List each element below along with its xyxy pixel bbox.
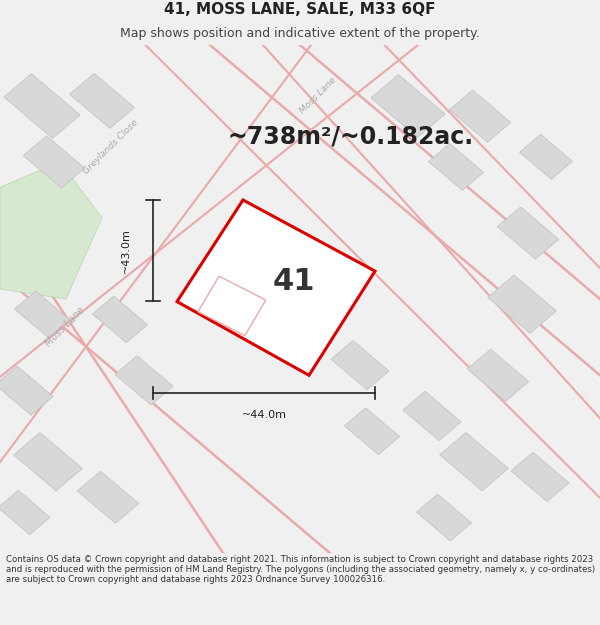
Text: Greylands Close: Greylands Close	[82, 118, 140, 176]
Polygon shape	[70, 73, 134, 128]
Text: ~738m²/~0.182ac.: ~738m²/~0.182ac.	[228, 124, 474, 149]
Polygon shape	[14, 432, 82, 491]
Polygon shape	[23, 136, 85, 188]
Polygon shape	[440, 432, 508, 491]
Polygon shape	[0, 366, 53, 415]
Text: Map shows position and indicative extent of the property.: Map shows position and indicative extent…	[120, 28, 480, 40]
Polygon shape	[4, 74, 80, 138]
Text: 41, MOSS LANE, SALE, M33 6QF: 41, MOSS LANE, SALE, M33 6QF	[164, 2, 436, 18]
Polygon shape	[511, 452, 569, 501]
Polygon shape	[403, 391, 461, 441]
Text: 41: 41	[273, 267, 315, 296]
Polygon shape	[77, 471, 139, 523]
Polygon shape	[0, 491, 50, 534]
Polygon shape	[331, 341, 389, 390]
Text: Contains OS data © Crown copyright and database right 2021. This information is : Contains OS data © Crown copyright and d…	[6, 554, 595, 584]
Polygon shape	[14, 291, 70, 338]
Polygon shape	[371, 74, 445, 138]
Polygon shape	[497, 207, 559, 259]
Polygon shape	[115, 356, 173, 405]
Polygon shape	[428, 144, 484, 190]
Polygon shape	[92, 296, 148, 343]
Text: ~43.0m: ~43.0m	[121, 228, 131, 272]
Polygon shape	[449, 90, 511, 142]
Polygon shape	[520, 134, 572, 179]
Polygon shape	[488, 275, 556, 333]
Polygon shape	[467, 349, 529, 401]
Text: Moss Lane: Moss Lane	[298, 76, 338, 116]
Text: Moss Lane: Moss Lane	[43, 306, 86, 349]
Polygon shape	[416, 494, 472, 541]
Polygon shape	[344, 408, 400, 454]
Polygon shape	[177, 200, 375, 375]
Polygon shape	[0, 162, 102, 299]
Text: ~44.0m: ~44.0m	[241, 410, 287, 420]
